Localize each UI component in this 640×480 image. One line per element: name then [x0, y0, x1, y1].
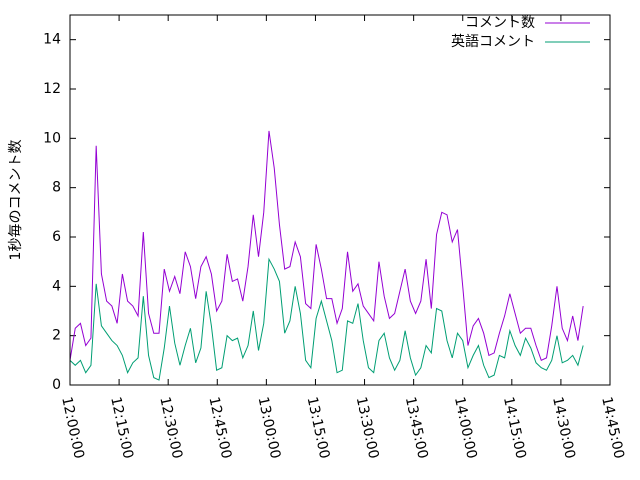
y-tick-label: 14 [43, 32, 61, 48]
x-tick-label: 13:30:00 [353, 395, 382, 460]
y-axis-label: 1秒毎のコメント数 [8, 140, 24, 261]
x-tick-label: 12:00:00 [58, 395, 87, 460]
y-tick-label: 10 [43, 130, 61, 146]
x-tick-label: 14:30:00 [549, 395, 578, 460]
legend-label: 英語コメント [451, 33, 535, 50]
x-tick-label: 13:15:00 [304, 395, 333, 460]
x-tick-label: 12:15:00 [107, 395, 136, 460]
legend-label: コメント数 [465, 15, 535, 31]
x-tick-label: 14:45:00 [598, 395, 627, 460]
x-tick-label: 13:00:00 [255, 395, 284, 460]
y-tick-label: 4 [52, 278, 61, 294]
x-tick-label: 14:15:00 [500, 395, 529, 460]
y-tick-label: 12 [43, 81, 61, 97]
x-tick-label: 14:00:00 [451, 395, 480, 460]
y-tick-label: 6 [52, 229, 61, 245]
series-line [69, 130, 584, 362]
x-tick-label: 12:45:00 [205, 395, 234, 460]
x-tick-label: 12:30:00 [156, 395, 185, 460]
series-line [69, 257, 584, 381]
x-tick-label: 13:45:00 [402, 395, 431, 460]
y-tick-label: 8 [52, 180, 61, 196]
y-tick-label: 2 [52, 328, 61, 344]
plot-border [69, 14, 611, 386]
y-tick-label: 0 [52, 377, 61, 393]
